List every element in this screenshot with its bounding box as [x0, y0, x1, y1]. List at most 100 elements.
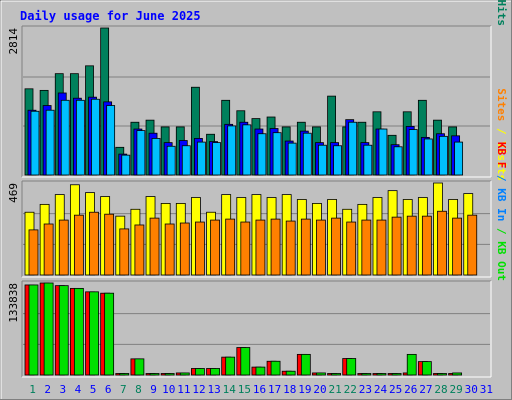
bar-kb-out-day-19	[300, 353, 311, 376]
x-tick-label-day-19: 19	[298, 383, 311, 396]
bar-kb-out-day-14	[225, 356, 236, 376]
series-sites	[28, 210, 478, 276]
panel-hits-files-pages: 2814 Pages / Files / Hits	[7, 0, 508, 178]
bar-pages-day-16	[257, 133, 267, 176]
bar-pages-day-20	[318, 144, 327, 176]
bar-pages-day-19	[302, 132, 312, 176]
bar-sites-day-3	[58, 219, 69, 276]
bar-kb-out-day-22	[346, 358, 357, 376]
x-tick-label-day-16: 16	[253, 383, 266, 396]
bar-sites-day-9	[149, 217, 160, 276]
bar-sites-day-13	[210, 219, 220, 276]
panel-visits-sites: 469 Sites / Visits	[7, 88, 508, 278]
panel-kbytes: 133838 KB F / KB In / KB Out	[7, 142, 508, 378]
bar-pages-day-27	[423, 138, 433, 176]
bar-sites-day-30	[467, 214, 478, 276]
chart-panels: 2814 Pages / Files / Hits 469 Sites / Visit…	[7, 0, 508, 378]
x-tick-label-day-24: 24	[374, 383, 388, 396]
bar-sites-day-11	[179, 222, 190, 276]
bar-kb-out-day-15	[240, 347, 251, 376]
bar-pages-day-15	[242, 124, 252, 176]
bar-sites-day-26	[406, 215, 417, 276]
bar-kb-out-day-20	[316, 372, 326, 376]
x-tick-label-day-13: 13	[207, 383, 220, 396]
bar-sites-day-22	[346, 221, 357, 276]
bar-kb-out-day-6	[104, 292, 115, 376]
bar-pages-day-3	[60, 99, 70, 176]
series-axis-label-part: Visits	[495, 141, 508, 181]
bar-sites-day-25	[391, 216, 402, 276]
bar-kb-out-day-9	[149, 373, 160, 376]
bar-pages-day-14	[227, 125, 237, 176]
bar-pages-day-24	[378, 128, 388, 176]
x-tick-label-day-8: 8	[135, 383, 142, 396]
bar-kb-out-day-18	[285, 370, 296, 376]
y-max-label: 2814	[7, 28, 20, 55]
series-axis-label-part: /	[495, 121, 508, 141]
bar-pages-day-25	[393, 146, 403, 176]
bar-sites-day-29	[452, 217, 463, 276]
bar-pages-day-5	[91, 98, 100, 176]
bar-kb-out-day-23	[361, 373, 372, 376]
bar-kb-out-day-28	[437, 373, 447, 376]
bar-pages-day-28	[439, 135, 448, 176]
bar-pages-day-8	[136, 130, 146, 176]
bar-kb-out-day-25	[391, 373, 402, 376]
bar-sites-day-27	[421, 215, 432, 276]
bar-kb-out-day-16	[255, 366, 266, 376]
bar-kb-out-day-8	[134, 358, 145, 376]
x-tick-label-day-6: 6	[105, 383, 112, 396]
bar-sites-day-15	[240, 221, 251, 276]
bar-kb-out-day-11	[179, 372, 190, 376]
bar-kb-out-day-17	[270, 360, 281, 376]
bar-pages-day-9	[151, 138, 161, 176]
bar-pages-day-2	[45, 109, 55, 176]
x-tick-label-day-25: 25	[389, 383, 402, 396]
x-tick-label-day-12: 12	[192, 383, 205, 396]
bar-pages-day-18	[287, 142, 297, 176]
bar-kb-out-day-24	[376, 373, 387, 376]
series-kb-out	[28, 282, 463, 376]
bar-kb-out-day-12	[195, 368, 205, 376]
bar-kb-out-day-13	[210, 368, 220, 376]
series-axis-label: Sites / Visits	[495, 88, 508, 181]
x-axis-day-labels: 1 2 3 4 5 6 7 8 9 10 11 12 13 14 15 16 17 18 19 20 21 22 23 24 2…	[29, 383, 493, 396]
bar-pages-day-21	[333, 145, 342, 176]
bar-sites-day-19	[300, 218, 311, 276]
bar-pages-day-12	[197, 141, 206, 176]
x-tick-label-day-30: 30	[465, 383, 478, 396]
bar-pages-day-11	[181, 145, 191, 176]
x-tick-label-day-10: 10	[162, 383, 175, 396]
x-tick-label-day-4: 4	[75, 383, 82, 396]
bar-pages-day-29	[454, 141, 464, 176]
bar-sites-day-12	[195, 221, 205, 276]
bar-kb-out-day-1	[28, 284, 39, 376]
series-axis-label-part: KB Out	[495, 241, 508, 281]
series-axis-label-part: Sites	[495, 88, 508, 121]
bar-kb-out-day-4	[73, 287, 84, 376]
bar-sites-day-24	[376, 219, 387, 276]
bar-sites-day-4	[73, 214, 84, 276]
bar-sites-day-23	[361, 219, 372, 276]
x-tick-label-day-26: 26	[404, 383, 417, 396]
bar-pages-day-4	[75, 99, 85, 176]
bar-pages-day-6	[106, 105, 116, 176]
bar-kb-out-day-7	[119, 373, 130, 376]
bar-kb-out-day-27	[421, 361, 432, 376]
bar-pages-day-22	[348, 121, 358, 176]
bar-sites-day-6	[104, 213, 115, 276]
x-tick-label-day-7: 7	[120, 383, 127, 396]
x-tick-label-day-18: 18	[283, 383, 296, 396]
x-tick-label-day-2: 2	[44, 383, 51, 396]
bar-pages-day-17	[272, 132, 282, 176]
x-tick-label-day-17: 17	[268, 383, 281, 396]
y-max-label: 469	[7, 183, 20, 203]
bar-sites-day-10	[164, 223, 175, 276]
bar-kb-out-day-5	[89, 291, 99, 376]
bar-sites-day-16	[255, 219, 266, 276]
x-tick-label-day-31: 31	[480, 383, 493, 396]
chart-title: Daily usage for June 2025	[20, 9, 201, 23]
x-tick-label-day-23: 23	[359, 383, 372, 396]
bar-sites-day-21	[331, 217, 341, 276]
series-axis-label: KB F / KB In / KB Out	[495, 142, 508, 281]
